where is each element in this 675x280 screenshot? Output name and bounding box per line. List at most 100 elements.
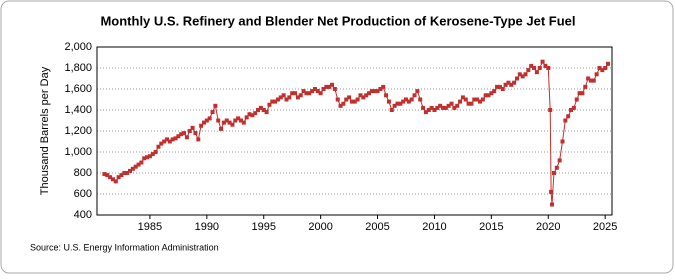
point [110, 177, 115, 182]
point [361, 95, 366, 100]
point [583, 84, 588, 89]
point [500, 87, 505, 91]
point [606, 61, 611, 66]
point [392, 103, 397, 108]
y-axis-label: Thousand Barrels per Day [39, 66, 51, 195]
point [164, 137, 169, 142]
point [284, 97, 289, 102]
point [386, 99, 391, 104]
point [537, 66, 542, 70]
point [569, 108, 574, 112]
point [503, 82, 508, 87]
point [489, 91, 494, 96]
x-tick-label: 2010 [422, 221, 446, 233]
point [236, 116, 241, 121]
point [290, 91, 295, 96]
point [549, 189, 554, 194]
point [355, 97, 360, 102]
point [532, 66, 537, 70]
point [116, 175, 121, 180]
point [241, 120, 246, 125]
point [344, 97, 349, 102]
point [372, 89, 377, 94]
x-tick-label: 1990 [195, 221, 219, 233]
point [312, 87, 317, 91]
point [133, 164, 138, 169]
point [415, 89, 420, 94]
point [421, 105, 426, 110]
point [378, 87, 383, 91]
point [233, 118, 238, 123]
point [375, 89, 380, 94]
point [588, 78, 593, 83]
point [190, 125, 195, 130]
point [452, 105, 457, 110]
y-tick-label: 800 [74, 167, 92, 179]
point [566, 114, 571, 119]
point [526, 68, 531, 73]
point [486, 93, 491, 98]
point [480, 97, 485, 102]
point [458, 99, 463, 104]
x-tick-label: 2000 [308, 221, 332, 233]
point [389, 108, 394, 112]
point [310, 89, 315, 94]
point [156, 144, 161, 149]
point [224, 118, 229, 123]
point [514, 76, 519, 81]
point [130, 166, 135, 171]
point [207, 116, 212, 121]
point [167, 139, 172, 144]
point [324, 84, 329, 89]
point [315, 89, 320, 94]
point [548, 108, 553, 112]
point [145, 155, 150, 160]
point [219, 126, 224, 131]
point [349, 99, 354, 104]
point [381, 84, 386, 89]
point [543, 63, 548, 68]
y-tick-label: 1,200 [64, 125, 92, 137]
point [253, 111, 258, 116]
point [418, 97, 423, 102]
point [540, 59, 545, 64]
point [210, 110, 215, 115]
point [506, 80, 511, 85]
point [463, 97, 468, 102]
point [603, 66, 608, 70]
point [256, 108, 261, 112]
point [406, 99, 411, 104]
point [108, 175, 113, 180]
point [469, 101, 474, 106]
point [287, 95, 292, 100]
point [318, 91, 323, 96]
source: Source: U.S. Energy Information Administ… [30, 242, 219, 252]
point [102, 172, 107, 177]
point [113, 179, 118, 184]
point [426, 108, 431, 112]
point [497, 84, 502, 89]
x-tick-label: 1995 [251, 221, 275, 233]
point [560, 139, 565, 144]
point [534, 70, 539, 75]
point [301, 89, 306, 94]
point [475, 97, 480, 102]
point [404, 97, 408, 102]
point [238, 118, 243, 123]
point [557, 158, 562, 163]
point [201, 120, 206, 125]
point [423, 110, 428, 115]
point [412, 93, 417, 98]
point [125, 171, 130, 175]
frame [0, 0, 674, 274]
point [546, 66, 551, 70]
point [330, 82, 335, 87]
point [335, 97, 340, 102]
point [577, 91, 582, 96]
point [147, 154, 152, 159]
point [247, 112, 252, 117]
y-tick-label: 2,000 [64, 41, 92, 53]
point [523, 72, 528, 77]
x-tick-label: 1985 [138, 221, 162, 233]
point [321, 87, 326, 91]
